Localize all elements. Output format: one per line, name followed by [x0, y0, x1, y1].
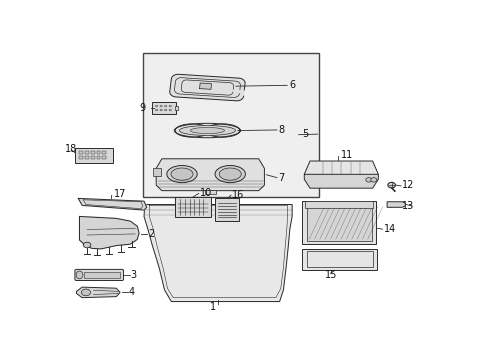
Bar [85, 156, 89, 159]
Circle shape [371, 177, 377, 182]
Text: 12: 12 [402, 180, 415, 190]
FancyBboxPatch shape [75, 269, 123, 280]
Text: 5: 5 [302, 129, 309, 139]
Bar [79, 151, 83, 154]
FancyBboxPatch shape [152, 102, 176, 114]
Bar [91, 156, 95, 159]
Text: 1: 1 [210, 302, 216, 311]
Circle shape [169, 109, 171, 111]
Text: 17: 17 [114, 189, 126, 199]
Bar [153, 168, 161, 176]
Ellipse shape [171, 168, 193, 180]
Polygon shape [170, 74, 245, 101]
Bar [102, 151, 106, 154]
Polygon shape [304, 161, 378, 183]
FancyBboxPatch shape [302, 249, 377, 270]
Polygon shape [144, 204, 292, 302]
Text: 8: 8 [278, 125, 285, 135]
Text: 7: 7 [278, 173, 285, 183]
Circle shape [160, 109, 162, 111]
Ellipse shape [175, 124, 209, 137]
FancyBboxPatch shape [84, 271, 120, 278]
Polygon shape [304, 174, 378, 188]
Circle shape [81, 289, 91, 296]
FancyBboxPatch shape [75, 148, 113, 163]
Bar [175, 106, 178, 110]
Polygon shape [192, 125, 222, 136]
Text: 4: 4 [129, 287, 135, 297]
Text: 10: 10 [200, 188, 212, 198]
Polygon shape [79, 216, 139, 249]
Bar [97, 151, 100, 154]
Bar [97, 156, 100, 159]
FancyBboxPatch shape [305, 202, 373, 208]
FancyBboxPatch shape [175, 197, 211, 217]
Ellipse shape [179, 126, 236, 135]
Circle shape [388, 183, 395, 188]
Circle shape [155, 105, 158, 107]
FancyBboxPatch shape [215, 198, 239, 221]
Bar [79, 156, 83, 159]
Ellipse shape [190, 127, 224, 134]
Bar [205, 190, 216, 194]
Circle shape [160, 105, 162, 107]
Ellipse shape [76, 271, 83, 279]
Circle shape [165, 105, 167, 107]
Polygon shape [156, 159, 265, 191]
Text: 9: 9 [140, 103, 146, 113]
Text: 15: 15 [324, 270, 337, 280]
Circle shape [83, 242, 91, 248]
Circle shape [366, 177, 372, 182]
Bar [102, 156, 106, 159]
Ellipse shape [206, 124, 240, 137]
Text: 11: 11 [341, 150, 353, 161]
Bar [85, 151, 89, 154]
Bar [91, 151, 95, 154]
Polygon shape [76, 287, 120, 298]
Polygon shape [78, 198, 147, 210]
FancyBboxPatch shape [302, 202, 376, 244]
Circle shape [165, 109, 167, 111]
Circle shape [155, 109, 158, 111]
Text: 18: 18 [65, 144, 77, 154]
Ellipse shape [219, 168, 241, 180]
Text: 16: 16 [232, 190, 245, 200]
Circle shape [169, 105, 171, 107]
Text: 6: 6 [289, 80, 295, 90]
Text: 13: 13 [402, 201, 415, 211]
Ellipse shape [167, 166, 197, 183]
Bar [143, 53, 319, 197]
Text: 14: 14 [384, 224, 396, 234]
Polygon shape [387, 202, 405, 207]
Text: 2: 2 [148, 229, 154, 239]
FancyBboxPatch shape [307, 204, 372, 241]
Ellipse shape [215, 166, 245, 183]
Polygon shape [199, 83, 212, 89]
Text: 3: 3 [131, 270, 137, 280]
